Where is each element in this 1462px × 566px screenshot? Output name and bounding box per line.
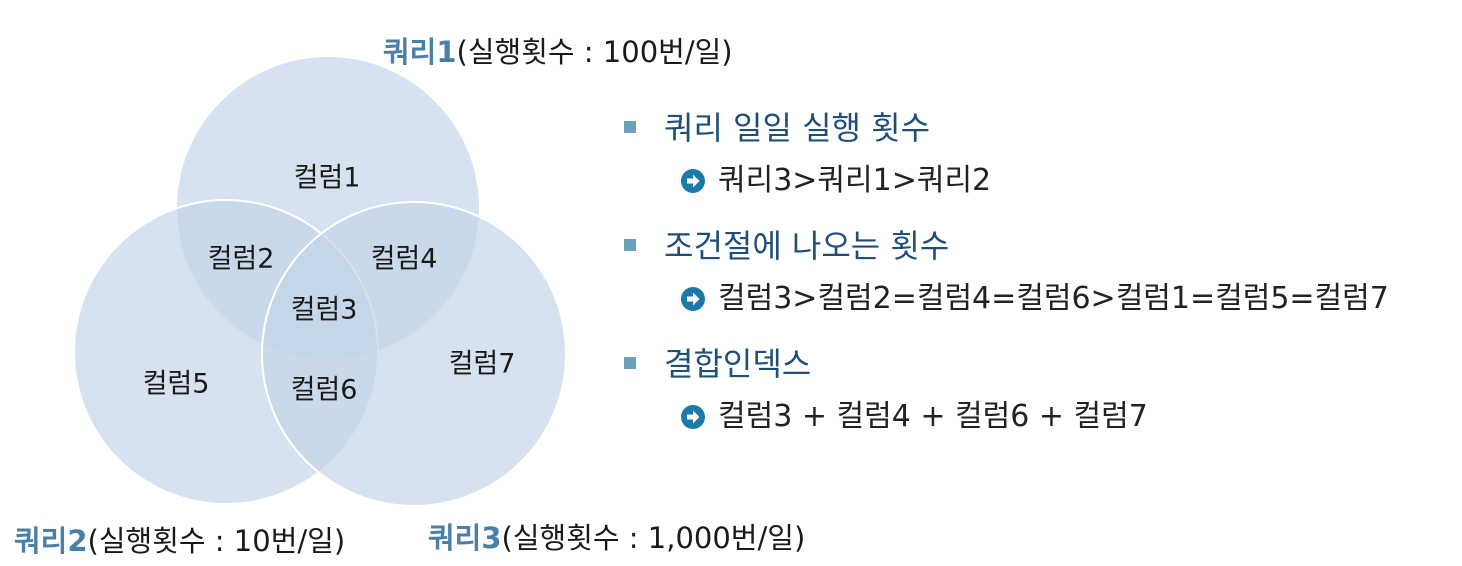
query1-label: 쿼리1(실행횟수 : 100번/일) [383,38,733,67]
column-label: 컬럼6 [290,374,358,406]
query2-label: 쿼리2(실행횟수 : 10번/일) [14,527,345,556]
section-detail-text: 컬럼3 + 컬럼4 + 컬럼6 + 컬럼7 [718,399,1148,434]
square-bullet-icon [624,357,636,369]
square-bullet-icon [624,121,636,133]
column-label: 컬럼3 [290,294,358,326]
query3-detail: (실행횟수 : 1,000번/일) [501,521,806,555]
section-heading: 조건절에 나오는 횟수 [620,218,1460,274]
section-detail: 쿼리3>쿼리1>쿼리2 [620,156,1460,212]
column-label: 컬럼5 [142,368,210,400]
arrow-circle-icon [681,405,705,429]
column-label: 컬럼4 [370,243,438,275]
query1-detail: (실행횟수 : 100번/일) [456,35,733,69]
circle-query3 [261,201,567,507]
section-detail: 컬럼3>컬럼2=컬럼4=컬럼6>컬럼1=컬럼5=컬럼7 [620,274,1460,330]
query2-name: 쿼리2 [14,524,88,558]
column-label: 컬럼7 [448,348,516,380]
section-detail: 컬럼3 + 컬럼4 + 컬럼6 + 컬럼7 [620,392,1460,448]
bullet-list: 쿼리 일일 실행 횟수 쿼리3>쿼리1>쿼리2 조건절에 나오는 횟수 컬럼3>… [620,100,1460,454]
section-heading-text: 조건절에 나오는 횟수 [664,227,950,265]
column-label: 컬럼1 [293,162,361,194]
section-heading: 쿼리 일일 실행 횟수 [620,100,1460,156]
arrow-circle-icon [681,287,705,311]
section-heading-text: 쿼리 일일 실행 횟수 [664,109,931,147]
section-heading: 결합인덱스 [620,336,1460,392]
section-detail-text: 쿼리3>쿼리1>쿼리2 [718,163,992,198]
arrow-circle-icon [681,169,705,193]
query3-name: 쿼리3 [428,521,502,555]
section-detail-text: 컬럼3>컬럼2=컬럼4=컬럼6>컬럼1=컬럼5=컬럼7 [718,281,1389,316]
section-heading-text: 결합인덱스 [664,345,812,383]
column-label: 컬럼2 [207,243,275,275]
query1-name: 쿼리1 [383,35,457,69]
query2-detail: (실행횟수 : 10번/일) [87,524,346,558]
query3-label: 쿼리3(실행횟수 : 1,000번/일) [428,524,805,553]
square-bullet-icon [624,239,636,251]
venn-diagram [73,55,567,507]
